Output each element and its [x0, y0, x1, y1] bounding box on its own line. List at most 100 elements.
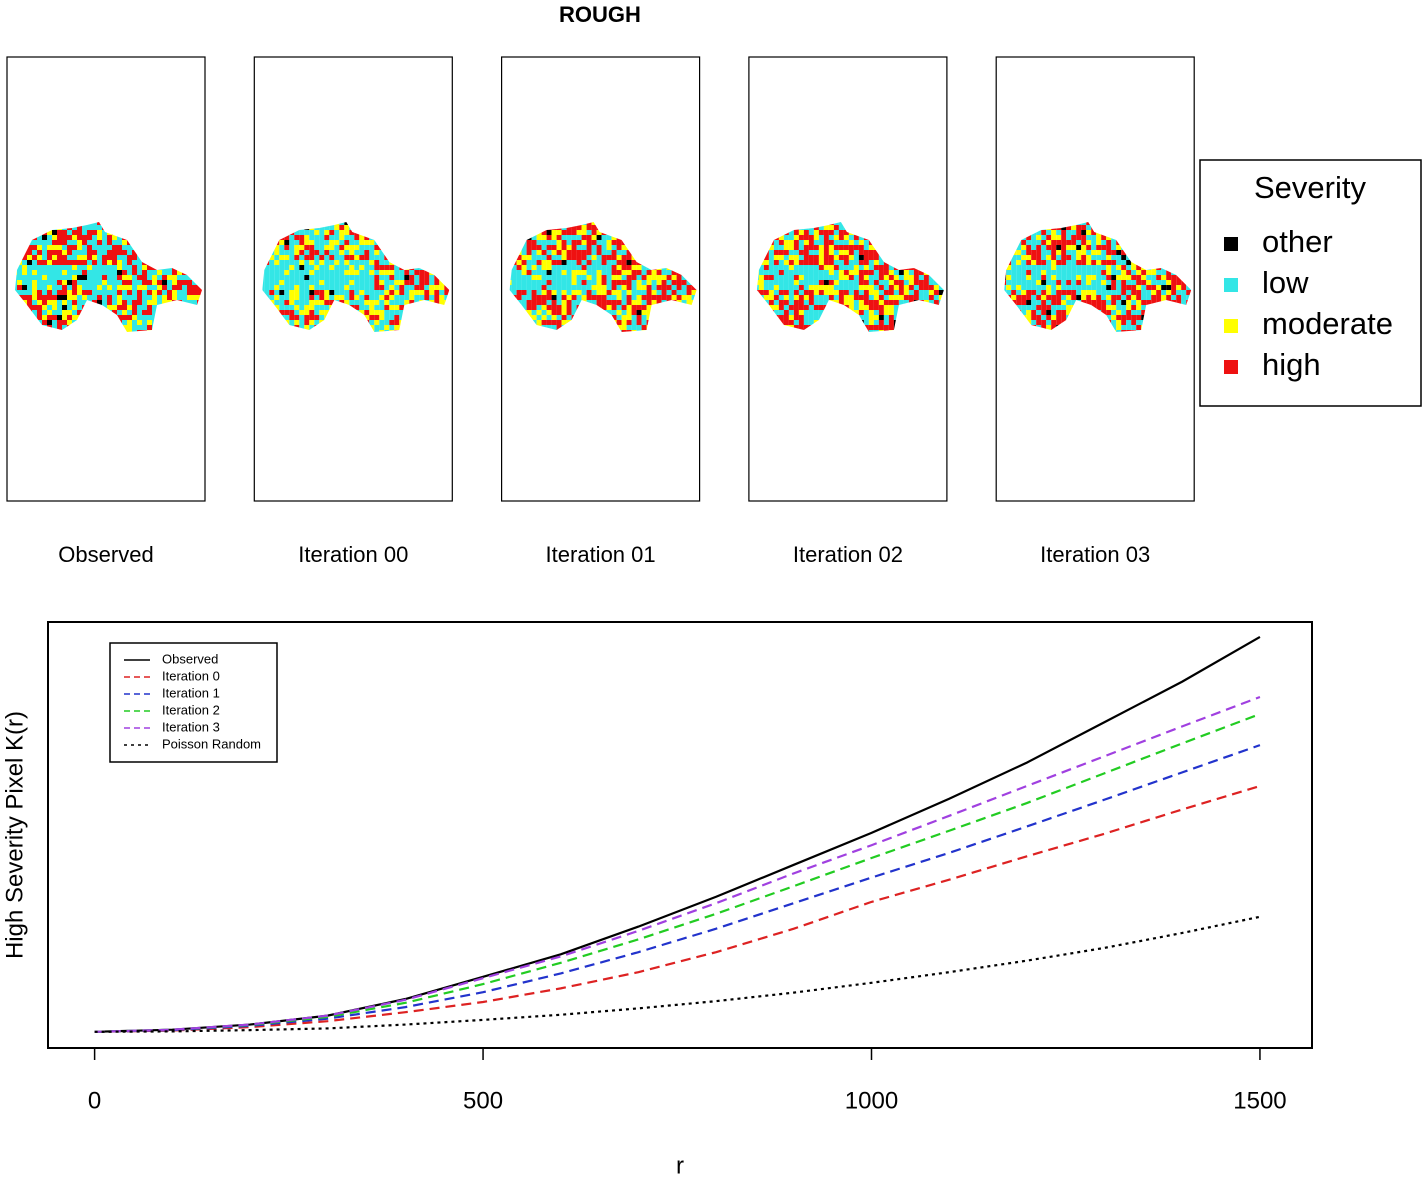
map-cell: [77, 255, 82, 260]
map-cell: [314, 230, 320, 235]
map-cell: [1161, 275, 1167, 280]
map-cell: [147, 300, 152, 305]
map-cell: [1056, 270, 1062, 275]
map-cell: [137, 315, 142, 320]
map-cell: [177, 280, 182, 285]
map-cell: [858, 265, 864, 270]
map-cell: [813, 275, 819, 280]
map-cell: [329, 255, 335, 260]
map-cell: [656, 270, 662, 275]
map-cell: [591, 225, 597, 230]
map-cell: [808, 265, 814, 270]
map-cell: [62, 250, 67, 255]
map-cell: [299, 310, 305, 315]
map-cell: [424, 275, 430, 280]
map-cell: [399, 280, 405, 285]
map-cell: [576, 275, 582, 280]
map-cell: [152, 285, 157, 290]
map-cell: [344, 230, 350, 235]
map-cell: [1171, 275, 1177, 280]
map-cell: [893, 305, 899, 310]
panel-label: Iteration 00: [298, 542, 408, 567]
map-cell: [818, 235, 824, 240]
map-cell: [339, 245, 345, 250]
map-cell: [591, 285, 597, 290]
map-cell: [409, 285, 415, 290]
map-cell: [838, 240, 844, 245]
map-cell: [389, 295, 395, 300]
map-cell: [339, 230, 345, 235]
map-cell: [127, 265, 132, 270]
map-cell: [1006, 285, 1012, 290]
map-cell: [137, 295, 142, 300]
map-cell: [197, 290, 202, 295]
map-cell: [47, 240, 52, 245]
map-cell: [531, 295, 537, 300]
map-cell: [52, 285, 57, 290]
map-cell: [82, 260, 87, 265]
legend-label: Iteration 3: [162, 719, 220, 734]
map-cell: [903, 300, 909, 305]
map-cell: [843, 290, 849, 295]
map-cell: [1146, 300, 1152, 305]
map-cell: [157, 290, 162, 295]
legend-box: [109, 642, 278, 763]
map-cell: [828, 275, 834, 280]
map-cell: [127, 270, 132, 275]
map-cell: [47, 310, 52, 315]
map-cell: [646, 270, 652, 275]
map-cell: [132, 320, 137, 325]
map-cell: [828, 295, 834, 300]
map-cell: [1076, 270, 1082, 275]
map-cell: [903, 270, 909, 275]
map-cell: [868, 285, 874, 290]
map-cell: [384, 290, 390, 295]
map-cell: [17, 270, 22, 275]
map-cell: [666, 270, 672, 275]
map-cell: [304, 270, 310, 275]
map-cell: [646, 310, 652, 315]
map-cell: [369, 265, 375, 270]
map-cell: [778, 290, 784, 295]
map-cell: [72, 280, 77, 285]
map-cell: [758, 275, 764, 280]
map-cell: [773, 240, 779, 245]
map-cell: [576, 230, 582, 235]
map-cell: [1076, 285, 1082, 290]
map-cell: [137, 265, 142, 270]
map-cell: [87, 285, 92, 290]
map-cell: [157, 295, 162, 300]
map-cell: [536, 295, 542, 300]
map-cell: [928, 280, 934, 285]
map-cell: [913, 270, 919, 275]
map-cell: [853, 310, 859, 315]
severity-legend-title: Severity: [1254, 170, 1366, 205]
map-cell: [541, 250, 547, 255]
map-cell: [591, 260, 597, 265]
map-cell: [52, 270, 57, 275]
map-cell: [798, 230, 804, 235]
map-cell: [62, 310, 67, 315]
map-cell: [284, 260, 290, 265]
map-cell: [883, 315, 889, 320]
map-cell: [72, 300, 77, 305]
map-cell: [601, 285, 607, 290]
map-cell: [324, 275, 330, 280]
map-cell: [873, 265, 879, 270]
map-cell: [1016, 285, 1022, 290]
map-cell: [112, 265, 117, 270]
map-cell: [324, 240, 330, 245]
map-cell: [863, 300, 869, 305]
map-cell: [611, 275, 617, 280]
map-cell: [364, 255, 370, 260]
map-cell: [546, 250, 552, 255]
map-cell: [1086, 285, 1092, 290]
map-cell: [1181, 295, 1187, 300]
map-cell: [1066, 230, 1072, 235]
map-cell: [289, 300, 295, 305]
map-cell: [1166, 270, 1172, 275]
map-cell: [379, 270, 385, 275]
map-cell: [883, 325, 889, 330]
map-cell: [1076, 290, 1082, 295]
map-cell: [304, 275, 310, 280]
